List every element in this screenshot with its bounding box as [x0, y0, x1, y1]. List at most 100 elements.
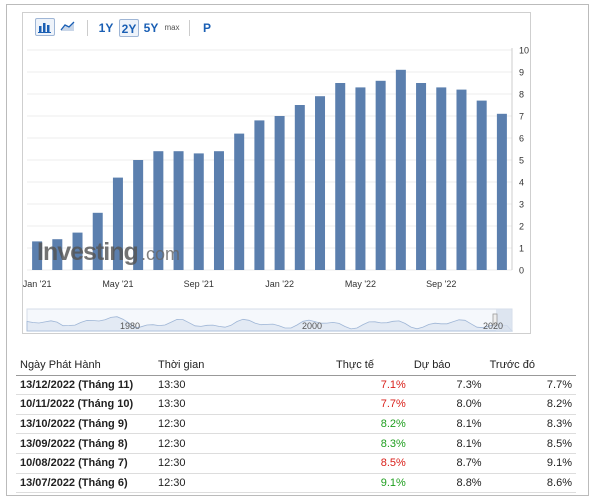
range-max-button[interactable]: max	[164, 23, 180, 32]
navigator-series	[26, 316, 513, 332]
time-cell: 13:30	[154, 375, 332, 396]
release-date-cell: 10/08/2022 (Tháng 7)	[16, 453, 154, 474]
bar	[32, 241, 43, 270]
frame	[6, 4, 589, 496]
bar	[133, 160, 144, 270]
range-2y-button[interactable]: 2Y	[119, 19, 139, 37]
actual-value-cell: 7.7%	[332, 394, 410, 415]
bar	[234, 133, 245, 270]
previous-value-cell: 9.1%	[485, 453, 576, 474]
navigator-selection	[496, 309, 512, 331]
y-tick-label: 1	[519, 244, 524, 254]
y-tick-label: 3	[519, 200, 524, 210]
bar	[52, 239, 63, 270]
bar	[153, 151, 164, 270]
range-1y-button[interactable]: 1Y	[98, 21, 114, 35]
y-tick-label: 7	[519, 112, 524, 122]
bar-chart: 0 1 2 3 4 5 6 7 8 9 10 Jan '21 May '21 Sep '21 Jan '22…	[23, 46, 529, 332]
y-tick-label: 10	[519, 46, 529, 56]
time-cell: 12:30	[154, 473, 332, 494]
table-row: 13/09/2022 (Tháng 8) 12:30 8.3% 8.1% 8.5%	[16, 433, 576, 454]
y-tick-label: 5	[519, 156, 524, 166]
previous-value-cell: 7.7%	[485, 375, 576, 396]
bar	[355, 87, 366, 271]
table-row: 10/08/2022 (Tháng 7) 12:30 8.5% 8.7% 9.1%	[16, 453, 576, 474]
header-release-date[interactable]: Ngày Phát Hành	[16, 356, 154, 376]
release-date-cell: 13/09/2022 (Tháng 8)	[16, 433, 154, 454]
y-tick-label: 8	[519, 90, 524, 100]
previous-value-cell: 8.3%	[485, 414, 576, 435]
bar	[254, 120, 265, 271]
bar	[92, 212, 103, 270]
forecast-value-cell: 8.7%	[409, 453, 486, 474]
navigator-year-label: 2020	[483, 321, 503, 331]
table-row: 13/10/2022 (Tháng 9) 12:30 8.2% 8.1% 8.3%	[16, 414, 576, 435]
header-time[interactable]: Thời gian	[154, 356, 332, 376]
bar	[496, 113, 507, 270]
time-cell: 12:30	[154, 433, 332, 454]
bar	[213, 151, 224, 270]
x-tick-label: Sep '21	[184, 279, 214, 289]
bar	[274, 116, 285, 270]
bar	[375, 80, 386, 270]
y-tick-label: 9	[519, 68, 524, 78]
x-tick-label: May '21	[102, 279, 133, 289]
release-date-cell: 10/11/2022 (Tháng 10)	[16, 394, 154, 415]
table-row: 13/12/2022 (Tháng 11) 13:30 7.1% 7.3% 7.7%	[16, 375, 576, 396]
y-tick-label: 6	[519, 134, 524, 144]
actual-value-cell: 8.3%	[332, 433, 410, 454]
header-forecast[interactable]: Dự báo	[409, 356, 486, 376]
y-tick-label: 4	[519, 178, 524, 188]
x-tick-label: May '22	[345, 279, 376, 289]
table-row: 10/11/2022 (Tháng 10) 13:30 7.7% 8.0% 8.2%	[16, 394, 576, 415]
bar	[112, 177, 123, 270]
time-cell: 12:30	[154, 453, 332, 474]
bar	[294, 105, 305, 270]
toolbar-divider	[87, 20, 88, 36]
watermark-logo-suffix: .com	[141, 244, 180, 264]
actual-value-cell: 9.1%	[332, 473, 410, 494]
x-tick-label: Jan '22	[265, 279, 294, 289]
bar	[416, 83, 427, 270]
navigator-year-label: 2000	[302, 321, 322, 331]
y-tick-label: 2	[519, 222, 524, 232]
forecast-value-cell: 8.1%	[409, 433, 486, 454]
previous-value-cell: 8.6%	[485, 473, 576, 494]
navigator-handle	[492, 313, 498, 326]
previous-value-cell: 8.2%	[485, 394, 576, 415]
bar	[476, 100, 487, 270]
forecast-value-cell: 8.0%	[409, 394, 486, 415]
bar	[193, 153, 204, 270]
chart-panel: 1Y 2Y 5Y max P 0 1 2 3 4 5 6 7 8 9 10 Jan '21 May '2…	[22, 12, 531, 334]
bar	[72, 232, 83, 270]
y-tick-label: 0	[519, 266, 524, 276]
bar	[173, 151, 184, 270]
actual-value-cell: 7.1%	[332, 375, 410, 396]
watermark-logo: Investing	[37, 238, 138, 266]
actual-value-cell: 8.5%	[332, 453, 410, 474]
range-5y-button[interactable]: 5Y	[143, 21, 159, 35]
bar	[315, 96, 326, 270]
time-cell: 13:30	[154, 394, 332, 415]
table-header-row: Ngày Phát Hành Thời gian Thực tế Dự báo …	[16, 356, 576, 376]
header-previous[interactable]: Trước đó	[485, 356, 576, 376]
chart-toolbar: 1Y 2Y 5Y max P	[23, 13, 530, 43]
x-tick-label: Sep '22	[426, 279, 456, 289]
bar	[335, 83, 346, 270]
time-cell: 12:30	[154, 414, 332, 435]
release-date-cell: 13/10/2022 (Tháng 9)	[16, 414, 154, 435]
x-tick-label: Jan '21	[23, 279, 51, 289]
bar	[456, 89, 467, 270]
p-button[interactable]: P	[202, 21, 211, 35]
actual-value-cell: 8.2%	[332, 414, 410, 435]
releases-table: Ngày Phát Hành Thời gian Thực tế Dự báo …	[16, 356, 576, 494]
navigator-year-label: 1980	[120, 321, 140, 331]
table-row: 13/07/2022 (Tháng 6) 12:30 9.1% 8.8% 8.6%	[16, 473, 576, 494]
forecast-value-cell: 7.3%	[409, 375, 486, 396]
bar	[395, 69, 406, 270]
forecast-value-cell: 8.1%	[409, 414, 486, 435]
forecast-value-cell: 8.8%	[409, 473, 486, 494]
header-actual[interactable]: Thực tế	[332, 356, 410, 376]
bar-chart-icon[interactable]	[35, 18, 55, 36]
area-chart-icon[interactable]	[59, 18, 79, 36]
